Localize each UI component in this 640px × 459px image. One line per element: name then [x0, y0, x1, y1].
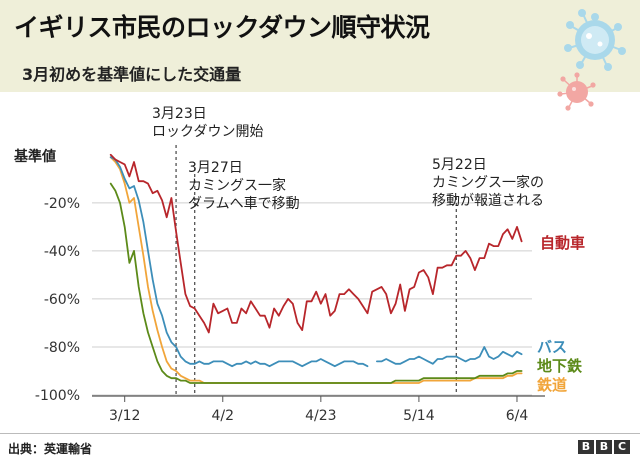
virus-illustration-icon	[557, 9, 626, 111]
bbc-logo-letter: B	[596, 440, 612, 454]
series-label: 鉄道	[537, 376, 567, 394]
y-tick-label: -20%	[44, 196, 80, 212]
bbc-logo-letter: B	[578, 440, 594, 454]
chart-subtitle: 3月初めを基準値にした交通量	[22, 65, 242, 84]
event-annotation-text: 3月23日	[152, 106, 207, 122]
virus-blue-icon	[564, 9, 626, 71]
series-label: 自動車	[540, 234, 585, 252]
series-line	[109, 153, 523, 334]
y-tick-label: -40%	[44, 244, 80, 260]
x-tick-label: 3/12	[109, 408, 140, 424]
event-annotation-text: ダラムへ車で移動	[188, 195, 300, 212]
event-annotation-text: カミングス一家の	[432, 174, 544, 191]
x-tick-label: 4/2	[211, 408, 234, 424]
y-axis-label: 基準値	[14, 148, 56, 165]
event-annotation-text: 3月27日	[188, 160, 243, 176]
y-tick-label: -80%	[44, 340, 80, 356]
bbc-logo-letter: C	[614, 440, 630, 454]
series-line	[109, 156, 523, 384]
event-annotation-text: カミングス一家	[188, 177, 286, 194]
series-line	[109, 182, 523, 384]
x-tick-label: 5/14	[403, 408, 435, 424]
series-line	[109, 156, 523, 368]
x-tick-label: 6/4	[506, 408, 529, 424]
event-annotation-text: 移動が報道される	[432, 193, 544, 209]
series-label: バス	[537, 338, 567, 356]
y-tick-label: -60%	[44, 292, 80, 308]
event-annotation-text: 5月22日	[432, 157, 487, 173]
chart-title: イギリス市民のロックダウン順守状況	[14, 13, 430, 42]
series-label: 地下鉄	[537, 357, 582, 375]
virus-red-icon	[557, 72, 596, 111]
x-tick-label: 4/23	[305, 408, 336, 424]
bbc-logo: B B C	[578, 440, 630, 454]
footer-divider	[0, 433, 640, 434]
source-note: 出典：英運輸省	[8, 442, 93, 456]
header: イギリス市民のロックダウン順守状況 3月初めを基準値にした交通量	[0, 0, 640, 92]
y-tick-label: -100%	[35, 388, 80, 404]
event-annotation-text: ロックダウン開始	[152, 124, 263, 140]
traffic-line-chart: -20% -40% -60% -80% -100% 基準値 3/12 4/2 4/23 5/14 6…	[14, 106, 585, 424]
